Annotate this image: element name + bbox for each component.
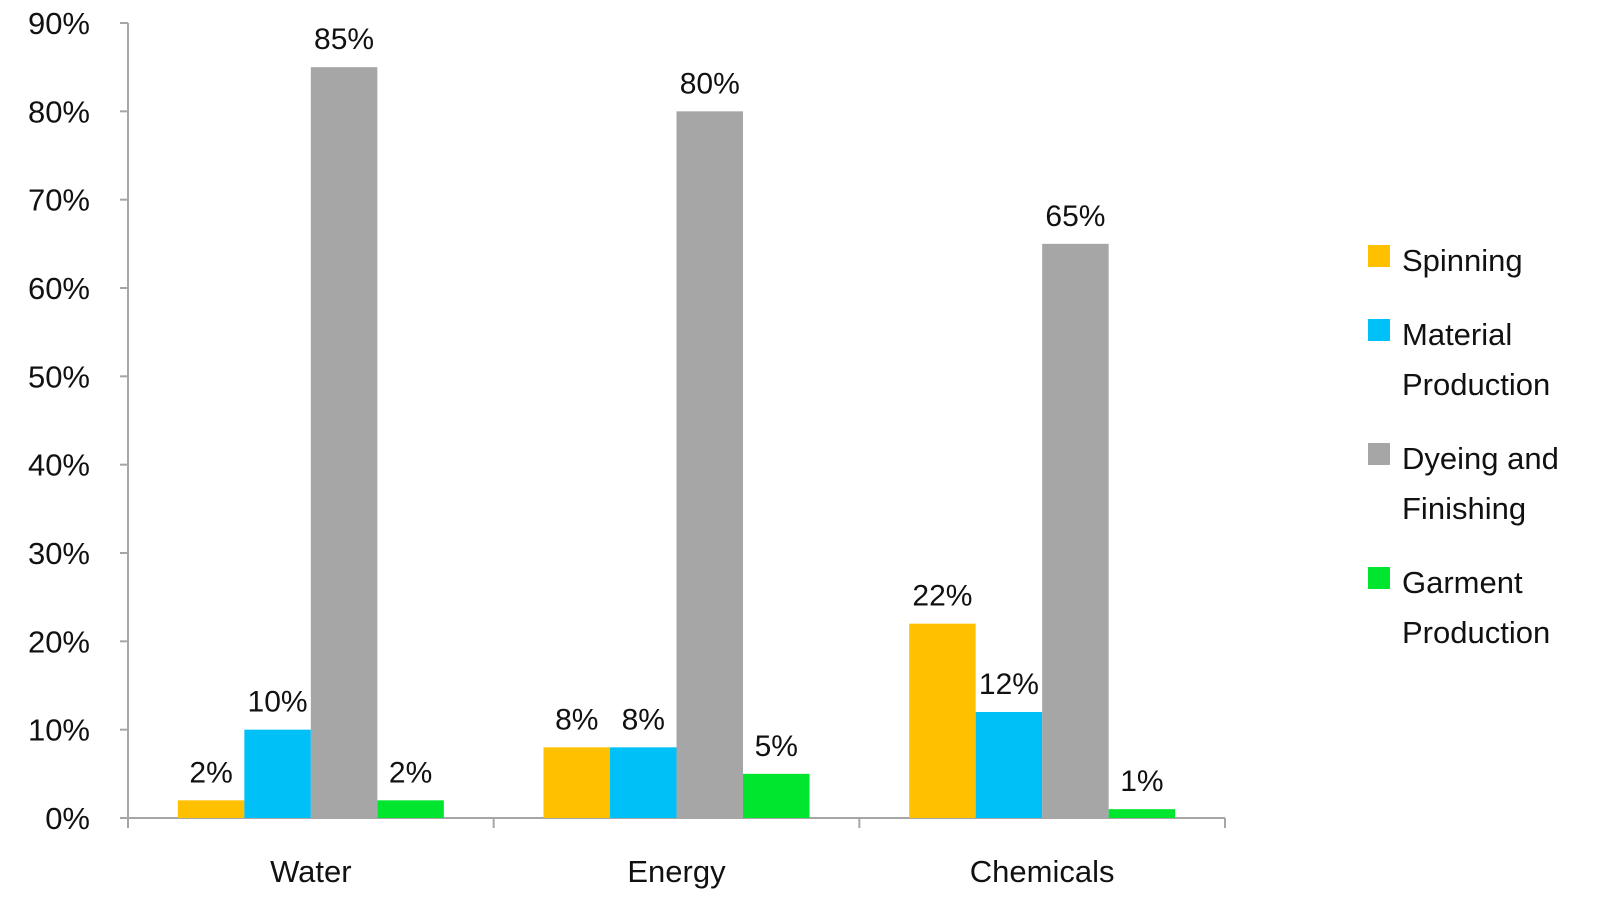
data-label: 22% bbox=[912, 580, 972, 613]
data-label: 5% bbox=[755, 730, 798, 763]
data-label: 2% bbox=[389, 756, 432, 789]
y-tick-label: 20% bbox=[28, 624, 90, 659]
y-tick-label: 50% bbox=[28, 359, 90, 394]
y-tick-label: 90% bbox=[28, 6, 90, 41]
x-category-label: Energy bbox=[627, 854, 726, 889]
x-axis: Water Energy Chemicals bbox=[127, 817, 1226, 889]
data-label: 1% bbox=[1120, 765, 1163, 798]
data-label: 10% bbox=[248, 686, 308, 719]
legend-item: Garment Production bbox=[1368, 558, 1596, 658]
bar bbox=[377, 800, 444, 818]
legend-label: Garment Production bbox=[1402, 565, 1551, 650]
x-category-label: Chemicals bbox=[970, 854, 1115, 889]
bar bbox=[244, 729, 311, 818]
data-label: 8% bbox=[555, 703, 598, 736]
data-label: 2% bbox=[189, 756, 232, 789]
data-label: 8% bbox=[622, 703, 665, 736]
y-tick-label: 30% bbox=[28, 536, 90, 571]
y-axis: 0% 10% 20% 30% 40% 50% 60% 70% 80% 90% bbox=[28, 6, 129, 836]
bar bbox=[676, 111, 743, 819]
bar bbox=[975, 712, 1043, 818]
data-label: 85% bbox=[314, 23, 374, 56]
y-tick-label: 40% bbox=[28, 448, 90, 483]
bar bbox=[909, 623, 976, 818]
legend: Spinning Material Production Dyeing and Fi… bbox=[1368, 236, 1596, 682]
legend-item: Dyeing and Finishing bbox=[1368, 434, 1596, 534]
legend-swatch bbox=[1368, 567, 1390, 589]
y-tick-label: 80% bbox=[28, 94, 90, 129]
legend-swatch bbox=[1368, 443, 1390, 465]
bar bbox=[1108, 809, 1176, 818]
bar bbox=[543, 747, 610, 818]
legend-swatch bbox=[1368, 319, 1390, 341]
bar bbox=[1042, 243, 1109, 819]
y-tick-label: 70% bbox=[28, 183, 90, 218]
data-label: 65% bbox=[1045, 200, 1105, 233]
legend-item: Material Production bbox=[1368, 310, 1596, 410]
legend-label: Material Production bbox=[1402, 317, 1551, 402]
data-label: 80% bbox=[680, 67, 740, 100]
legend-label: Spinning bbox=[1402, 243, 1523, 278]
bars bbox=[177, 67, 1176, 819]
y-tick-label: 60% bbox=[28, 271, 90, 306]
x-category-label: Water bbox=[270, 854, 352, 889]
legend-item: Spinning bbox=[1368, 236, 1596, 286]
legend-swatch bbox=[1368, 245, 1390, 267]
y-tick-label: 0% bbox=[45, 801, 90, 836]
bar bbox=[310, 67, 378, 818]
bar bbox=[743, 773, 810, 818]
bar bbox=[177, 800, 245, 818]
data-labels: 2% 8% 22% 10% 8% 12% 85% 80% 65% 2% 5% 1% bbox=[189, 23, 1163, 798]
legend-label: Dyeing and Finishing bbox=[1402, 441, 1559, 526]
bar bbox=[610, 747, 677, 818]
y-tick-label: 10% bbox=[28, 713, 90, 748]
data-label: 12% bbox=[979, 668, 1039, 701]
